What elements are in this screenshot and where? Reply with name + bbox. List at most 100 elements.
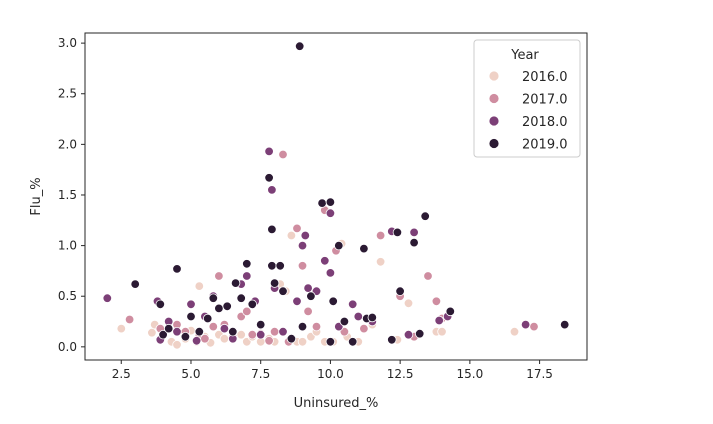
data-point-2017.0-15	[269, 327, 280, 337]
data-point-2018.0-14	[256, 330, 266, 340]
data-point-2019.0-18	[264, 173, 274, 183]
legend-title: Year	[510, 48, 539, 63]
data-point-2016.0-1	[147, 328, 157, 338]
data-point-2019.0-26	[297, 321, 308, 332]
data-point-2019.0-24	[286, 334, 297, 344]
legend-items: 2016.0 2017.0 2018.0 2019.0	[488, 70, 568, 153]
data-point-2017.0-16	[278, 149, 288, 160]
y-tick-label: 1.5	[58, 188, 77, 202]
data-point-2019.0-37	[367, 312, 378, 323]
data-point-2019.0-31	[328, 296, 338, 307]
x-tick-label: 15.0	[457, 367, 484, 381]
data-point-2016.0-25	[297, 337, 308, 347]
data-point-2019.0-33	[339, 316, 350, 327]
data-point-2019.0-1	[155, 299, 166, 310]
y-tick-label: 1.0	[58, 239, 77, 253]
data-point-2019.0-29	[325, 337, 336, 347]
data-point-2018.0-9	[219, 323, 230, 334]
legend-marker-2016.0	[488, 70, 500, 82]
data-point-2016.0-13	[219, 334, 230, 344]
data-point-2018.0-32	[403, 330, 414, 340]
data-point-2019.0-40	[395, 286, 405, 296]
data-point-2019.0-15	[242, 259, 252, 269]
data-point-2017.0-5	[200, 334, 210, 344]
data-point-2016.0-34	[375, 257, 386, 267]
data-point-2019.0-38	[387, 335, 397, 345]
data-point-2019.0-44	[445, 306, 456, 317]
data-point-2017.0-20	[303, 306, 313, 317]
data-point-2019.0-28	[317, 198, 327, 208]
data-point-2018.0-28	[348, 299, 358, 310]
data-point-2016.0-40	[509, 327, 520, 337]
data-point-2019.0-35	[359, 243, 369, 254]
data-point-2018.0-20	[297, 240, 308, 251]
data-point-2019.0-12	[228, 327, 238, 337]
data-point-2019.0-14	[236, 293, 246, 303]
data-point-2019.0-9	[208, 293, 219, 303]
data-point-2016.0-5	[172, 340, 182, 350]
data-point-2016.0-15	[236, 330, 246, 340]
y-tick-label: 3.0	[58, 36, 77, 50]
y-tick-label: 0.0	[58, 340, 77, 354]
legend-label-2018.0: 2018.0	[522, 115, 568, 130]
data-point-2019.0-30	[325, 197, 336, 207]
x-tick-label: 12.5	[387, 367, 414, 381]
data-point-2018.0-21	[300, 230, 311, 241]
data-point-2016.0-23	[286, 230, 297, 241]
data-point-2019.0-11	[222, 301, 232, 312]
data-point-2019.0-43	[420, 211, 430, 221]
data-point-2019.0-21	[269, 278, 280, 288]
data-point-2018.0-26	[325, 208, 336, 218]
data-point-2019.0-32	[334, 240, 344, 251]
data-point-2019.0-10	[214, 303, 224, 314]
x-tick-label: 7.5	[251, 367, 270, 381]
data-point-2018.0-22	[303, 283, 313, 293]
data-point-2018.0-0	[102, 293, 113, 303]
data-point-2016.0-36	[403, 298, 414, 309]
data-point-2019.0-17	[256, 319, 266, 330]
data-point-2018.0-34	[434, 315, 444, 326]
data-point-2017.0-21	[311, 321, 322, 332]
data-point-2019.0-39	[392, 227, 403, 238]
x-tick-label: 5.0	[181, 367, 200, 381]
legend-label-2019.0: 2019.0	[522, 138, 568, 153]
data-point-2017.0-30	[431, 296, 442, 307]
data-point-2018.0-25	[325, 268, 336, 278]
legend-marker-2019.0	[488, 138, 500, 149]
data-point-2019.0-45	[560, 319, 570, 330]
data-point-2018.0-5	[186, 299, 196, 310]
data-point-2017.0-26	[375, 230, 386, 241]
x-tick-label: 2.5	[112, 367, 131, 381]
data-point-2016.0-9	[194, 281, 205, 291]
data-point-2018.0-6	[191, 336, 202, 346]
data-point-2017.0-7	[214, 271, 224, 281]
data-point-2018.0-33	[409, 227, 419, 238]
data-point-2017.0-12	[247, 330, 258, 340]
data-point-2019.0-4	[172, 264, 182, 274]
data-point-2019.0-2	[158, 330, 168, 340]
y-axis-label: Flu_%	[29, 177, 44, 215]
x-axis-label: Uninsured_%	[294, 396, 379, 411]
y-tick-label: 2.0	[58, 137, 77, 151]
y-tick-label: 2.5	[58, 87, 77, 101]
data-point-2019.0-27	[306, 291, 316, 301]
data-point-2019.0-3	[163, 323, 174, 334]
legend-marker-2018.0	[488, 115, 500, 127]
data-point-2019.0-23	[278, 286, 288, 296]
data-point-2016.0-39	[437, 327, 447, 337]
data-point-2019.0-7	[194, 327, 205, 337]
x-tick-label: 10.0	[317, 367, 344, 381]
data-point-2018.0-16	[267, 185, 277, 195]
data-point-2017.0-19	[297, 261, 308, 271]
data-point-2017.0-18	[292, 223, 302, 234]
data-point-2017.0-11	[242, 306, 252, 317]
legend-marker-2017.0	[488, 93, 500, 104]
data-point-2019.0-25	[295, 41, 305, 51]
data-point-2019.0-16	[247, 299, 258, 310]
data-point-2018.0-19	[292, 296, 302, 307]
data-point-2019.0-13	[230, 278, 241, 288]
data-point-2019.0-22	[275, 261, 285, 271]
data-point-2018.0-36	[520, 319, 531, 330]
y-tick-label: 0.5	[58, 289, 77, 303]
